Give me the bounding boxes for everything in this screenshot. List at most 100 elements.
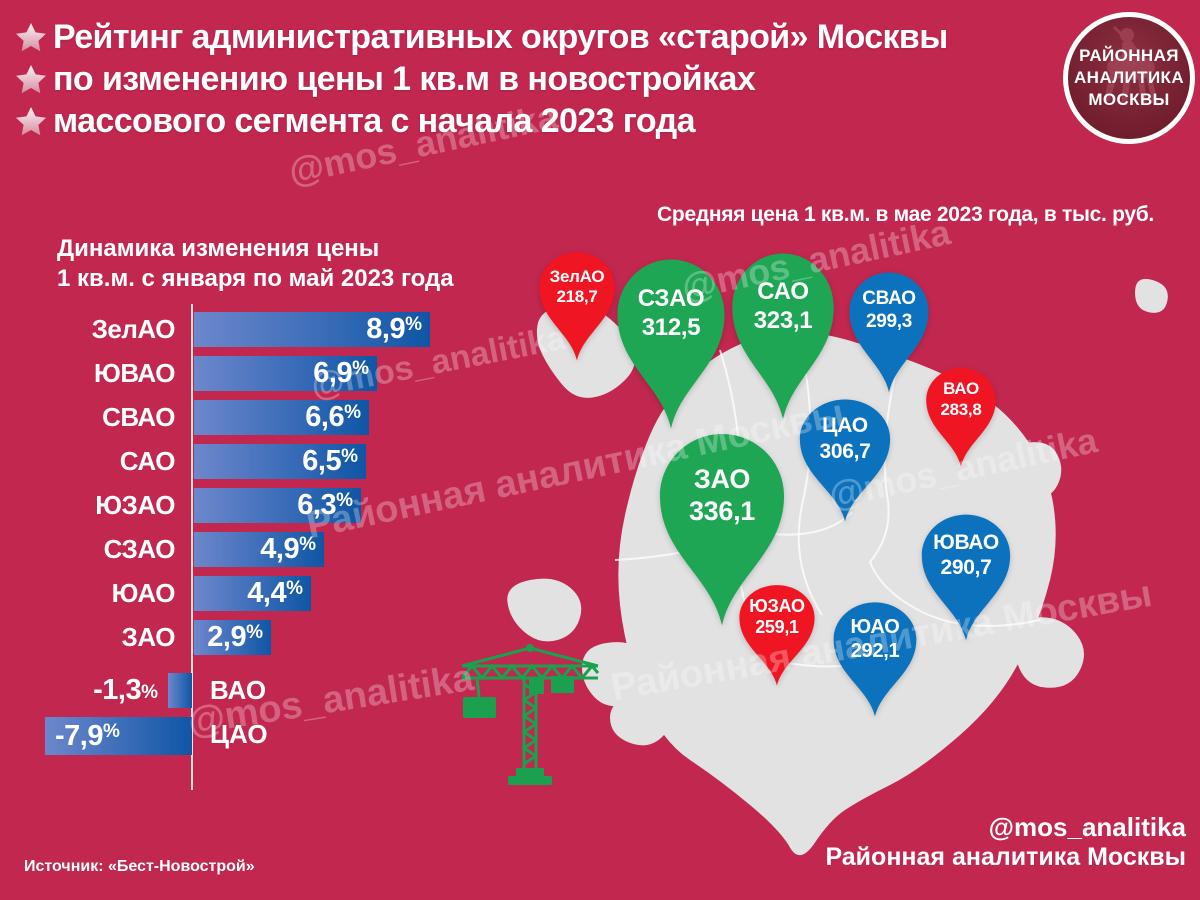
pin-text: СЗАО 312,5: [614, 260, 728, 369]
bar-row: САО 6,5%: [0, 444, 470, 479]
map-area-island: [610, 695, 671, 746]
pin-value: 218,7: [556, 286, 598, 306]
pin-value: 336,1: [688, 496, 756, 527]
pin-value: 312,5: [641, 313, 701, 341]
bar-row: ЮЗАО 6,3%: [0, 488, 470, 523]
pin-district-label: ЮВАО: [933, 530, 999, 554]
pin-balloon-icon: [833, 602, 917, 717]
district-label: СЗАО: [103, 534, 176, 564]
star-icon: [16, 107, 46, 136]
pin-balloon-icon: [739, 585, 815, 686]
district-label: ЮВАО: [94, 358, 175, 388]
pin-value: 299,3: [865, 310, 913, 332]
pin-value: 323,1: [753, 306, 813, 334]
pin-district-label: ЮЗАО: [749, 595, 805, 616]
district-border-line: [869, 354, 901, 563]
footer-right: @mos_analitika Районная аналитика Москвы: [825, 812, 1186, 872]
bar-value: -7,9: [55, 719, 103, 752]
pin-text: ЮЗАО 259,1: [737, 585, 817, 649]
value-bar: 8,9%: [194, 312, 430, 347]
title-row: Рейтинг административных округов «старой…: [16, 16, 948, 58]
district-label: ЦАО: [210, 719, 268, 749]
value-bar: 2,9%: [194, 620, 271, 655]
pin-district-label: САО: [757, 277, 809, 305]
value-bar: 4,9%: [194, 532, 324, 567]
district-label: ЮАО: [111, 578, 176, 608]
value-bar: 6,5%: [194, 444, 366, 479]
title-line: по изменению цены 1 кв.м в новостройках: [53, 59, 756, 98]
pin-district-label: ЮАО: [850, 615, 900, 638]
bar-value: 4,4: [247, 577, 287, 609]
title-line: Рейтинг административных округов «старой…: [53, 17, 948, 56]
title-row: по изменению цены 1 кв.м в новостройках: [16, 58, 948, 100]
bar-row: ЗелАО 8,9%: [0, 312, 470, 347]
title-block: Рейтинг административных округов «старой…: [16, 16, 948, 142]
pin-district-label: ЗелАО: [549, 266, 605, 286]
pin-text: ЗАО 336,1: [656, 434, 788, 557]
star-icon: [16, 65, 46, 94]
pin-text: САО 323,1: [729, 253, 837, 360]
pin-text: ЗелАО 218,7: [537, 252, 617, 321]
bar-value: 8,9: [366, 313, 406, 345]
pin-district-label: ВАО: [943, 379, 979, 399]
value-bar: -7,9%: [45, 717, 192, 755]
star-icon: [16, 23, 46, 52]
logo-line: РАЙОННАЯ: [1079, 45, 1179, 65]
bar-value: 6,5: [302, 445, 342, 477]
logo-line: АНАЛИТИКА: [1073, 67, 1185, 87]
pin-value: 283,8: [940, 399, 982, 419]
district-border-line: [794, 324, 823, 616]
pin-district-label: СВАО: [862, 288, 916, 310]
map-area-island: [582, 642, 652, 707]
pin-district-label: ЦАО: [822, 414, 868, 438]
bar-row: СВАО 6,6%: [0, 400, 470, 435]
map-pin: ЮЗАО 259,1: [737, 583, 817, 687]
value-bar: 6,3%: [194, 488, 361, 523]
bar-chart-title-line: Динамика изменения цены: [57, 235, 380, 262]
district-label: ЗАО: [121, 622, 176, 652]
percent-sign: %: [405, 314, 422, 335]
source-note: Источник: «Бест-Новострой»: [24, 858, 255, 875]
percent-sign: %: [286, 578, 303, 599]
crane-icon: [460, 644, 600, 785]
pin-district-label: СЗАО: [637, 284, 705, 312]
district-label: ЗелАО: [91, 314, 176, 344]
district-border-line: [869, 561, 1041, 627]
pin-balloon-icon: [539, 252, 615, 361]
percent-sign: %: [352, 358, 369, 379]
map-area-island: [507, 578, 582, 642]
district-label: ВАО: [210, 675, 267, 705]
value-bar: 6,6%: [194, 400, 369, 435]
pin-value: 290,7: [940, 555, 992, 579]
map-pin: ВАО 283,8: [924, 366, 998, 468]
pin-balloon-icon: [849, 272, 929, 393]
map-area-island: [1011, 442, 1062, 498]
percent-sign: %: [299, 534, 316, 555]
brand-name: Районная аналитика Москвы: [825, 842, 1186, 871]
pin-balloon-icon: [926, 368, 996, 467]
title-line: массового сегмента с начала 2023 года: [53, 101, 696, 140]
pin-balloon-icon: [659, 433, 785, 626]
bar-row: СЗАО 4,9%: [0, 532, 470, 567]
bar-rows: ЗелАО 8,9% ЮВАО 6,9% СВАО 6,6% САО 6,5% ЮЗАО 6,3%…: [0, 312, 470, 764]
pin-balloon-icon: [617, 259, 725, 429]
telegram-handle: @mos_analitika: [988, 812, 1186, 842]
percent-sign: %: [246, 622, 263, 643]
bar-value: -1,3: [93, 674, 142, 706]
bar-row: ЗАО 2,9%: [0, 620, 470, 655]
pin-value: 306,7: [819, 439, 871, 463]
bar-value: 6,6: [305, 401, 345, 433]
bar-value: 2,9: [207, 621, 247, 653]
pin-district-label: ЗАО: [693, 463, 751, 494]
map-area-island: [1135, 278, 1168, 313]
bar-row: ЮВАО 6,9%: [0, 356, 470, 391]
map-area-island: [1014, 617, 1084, 688]
pin-value: 259,1: [755, 617, 799, 638]
percent-sign: %: [336, 490, 353, 511]
bar-value: 6,9: [313, 357, 353, 389]
value-bar: [168, 673, 192, 708]
district-label: САО: [119, 446, 176, 476]
map-pin: ЗелАО 218,7: [537, 250, 617, 362]
district-label: СВАО: [102, 402, 175, 432]
